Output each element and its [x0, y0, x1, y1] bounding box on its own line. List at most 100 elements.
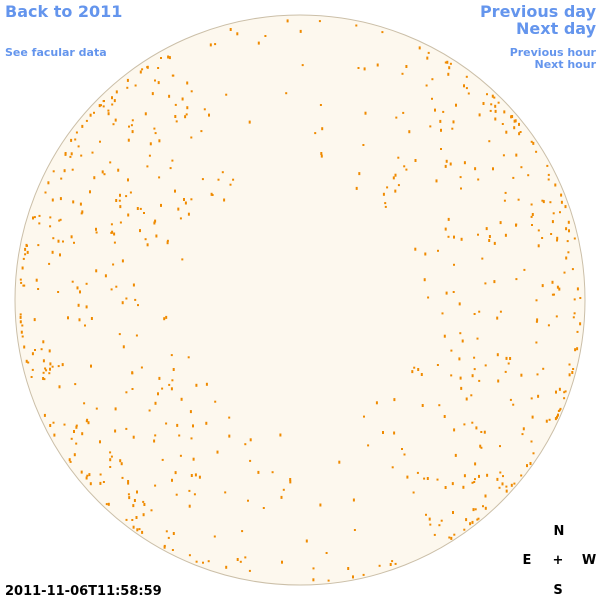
speck — [352, 575, 354, 579]
speck — [51, 365, 54, 368]
speck — [434, 108, 436, 112]
speck — [436, 478, 439, 481]
speck — [362, 144, 365, 146]
speck — [439, 119, 442, 123]
speck — [458, 357, 461, 361]
prev-hour-link[interactable]: Previous hour — [510, 46, 597, 59]
speck — [67, 316, 69, 320]
speck — [478, 310, 481, 313]
speck — [110, 288, 113, 291]
speck — [462, 485, 465, 489]
speck — [163, 317, 166, 321]
speck — [134, 298, 137, 301]
speck — [531, 415, 534, 419]
speck — [127, 493, 130, 496]
back-year-link[interactable]: Back to 2011 — [5, 2, 122, 21]
speck — [471, 374, 474, 378]
speck — [523, 268, 526, 271]
speck — [113, 99, 116, 103]
speck — [384, 202, 387, 205]
speck — [391, 466, 394, 469]
speck — [48, 349, 51, 353]
speck — [127, 213, 130, 217]
speck — [401, 72, 404, 75]
speck — [453, 263, 455, 266]
speck — [149, 142, 152, 146]
speck — [420, 373, 423, 376]
speck — [486, 93, 488, 96]
speck — [21, 335, 24, 338]
speck — [136, 490, 138, 494]
speck — [411, 370, 414, 374]
speck — [515, 153, 518, 157]
speck — [428, 517, 431, 521]
speck — [130, 124, 133, 127]
speck — [572, 368, 575, 370]
speck — [444, 227, 447, 231]
speck — [174, 471, 177, 475]
speck — [101, 170, 104, 174]
speck — [200, 130, 203, 133]
next-day-link[interactable]: Next day — [516, 19, 597, 38]
speck — [541, 199, 544, 202]
speck — [141, 68, 144, 71]
speck — [563, 397, 566, 400]
speck — [192, 457, 195, 461]
speck — [190, 474, 193, 477]
speck — [449, 62, 452, 65]
speck — [448, 66, 451, 70]
speck — [154, 484, 157, 487]
speck — [172, 532, 175, 535]
speck — [80, 212, 83, 215]
speck — [102, 481, 105, 483]
speck — [77, 145, 80, 148]
speck — [452, 120, 455, 124]
speck — [179, 217, 182, 220]
speck — [504, 191, 507, 194]
speck — [85, 282, 88, 285]
speck — [110, 455, 113, 458]
speck — [109, 458, 112, 462]
speck — [181, 258, 184, 261]
speck — [476, 337, 479, 340]
speck — [363, 415, 365, 418]
next-hour-link[interactable]: Next hour — [535, 58, 597, 71]
speck — [576, 330, 579, 333]
speck — [392, 176, 395, 180]
speck — [70, 437, 73, 440]
speck — [151, 92, 154, 96]
speck — [64, 152, 67, 156]
speck — [530, 203, 533, 206]
speck — [38, 222, 41, 225]
speck — [178, 434, 181, 437]
prev-day-link[interactable]: Previous day — [480, 2, 597, 21]
speck — [327, 579, 330, 582]
speck — [558, 387, 561, 391]
speck — [321, 127, 324, 131]
speck — [69, 460, 72, 463]
speck — [114, 407, 117, 411]
speck — [426, 56, 429, 60]
speck — [551, 293, 554, 296]
speck — [442, 110, 445, 113]
speck — [513, 119, 516, 123]
facular-link[interactable]: See facular data — [5, 46, 107, 59]
speck — [115, 199, 118, 202]
speck — [444, 164, 447, 168]
speck — [24, 247, 27, 251]
speck — [473, 356, 476, 359]
speck — [111, 96, 113, 100]
speck — [391, 560, 394, 563]
speck — [153, 127, 156, 130]
speck — [282, 488, 285, 491]
speck — [513, 482, 516, 485]
speck — [190, 198, 193, 201]
speck — [412, 491, 415, 494]
speck — [183, 198, 185, 201]
speck — [225, 93, 228, 96]
speck — [386, 186, 389, 189]
speck — [102, 105, 105, 108]
speck — [502, 475, 504, 478]
speck — [515, 223, 517, 227]
speck — [515, 278, 518, 281]
